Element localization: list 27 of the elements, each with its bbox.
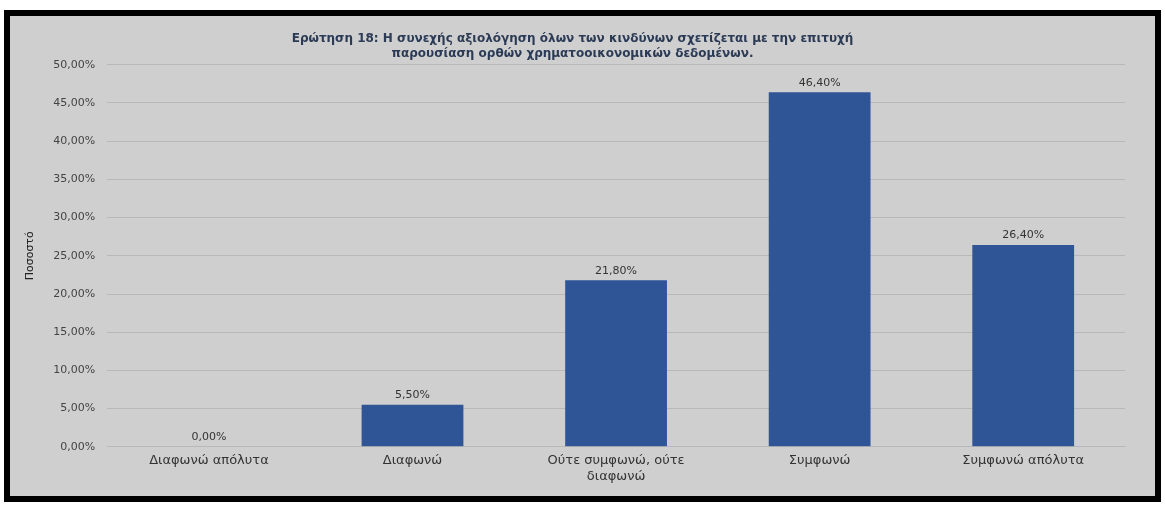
bar	[565, 280, 667, 447]
y-tick-label: 25,00%	[53, 248, 96, 262]
x-tick-label: Διαφωνώ απόλυτα	[149, 451, 269, 467]
data-label: 21,80%	[595, 263, 638, 277]
data-label: 26,40%	[1002, 228, 1045, 242]
y-axis-title: Ποσοστό	[23, 231, 37, 281]
data-label: 5,50%	[395, 388, 430, 402]
x-tick-label: Συμφωνώ	[788, 451, 851, 467]
y-tick-label: 35,00%	[53, 172, 96, 186]
y-tick-label: 45,00%	[53, 95, 96, 109]
y-tick-label: 30,00%	[53, 210, 96, 224]
data-label: 46,40%	[798, 75, 841, 89]
y-tick-label: 10,00%	[53, 363, 96, 377]
y-tick-label: 5,00%	[60, 401, 96, 415]
x-tick-label: Διαφωνώ	[382, 451, 443, 467]
y-tick-label: 40,00%	[53, 134, 96, 148]
y-tick-label: 50,00%	[53, 57, 96, 71]
y-tick-label: 0,00%	[60, 439, 96, 453]
bar	[768, 92, 871, 447]
data-label: 0,00%	[191, 430, 227, 444]
chart-title: Ερώτηση 18: Η συνεχής αξιολόγηση όλων των κινδύνων σχετίζεται με την επιτυχή παρουσίαση ορθών χρηματοοικονομικών δεδομένων.	[291, 31, 854, 60]
x-tick-label: Ούτε συμφωνώ, ούτε διαφωνώ	[547, 451, 685, 483]
bar	[361, 404, 464, 447]
y-tick-label: 15,00%	[53, 325, 96, 339]
x-tick-label: Συμφωνώ απόλυτα	[962, 451, 1085, 467]
y-tick-label: 20,00%	[53, 286, 96, 300]
bar	[972, 245, 1075, 447]
